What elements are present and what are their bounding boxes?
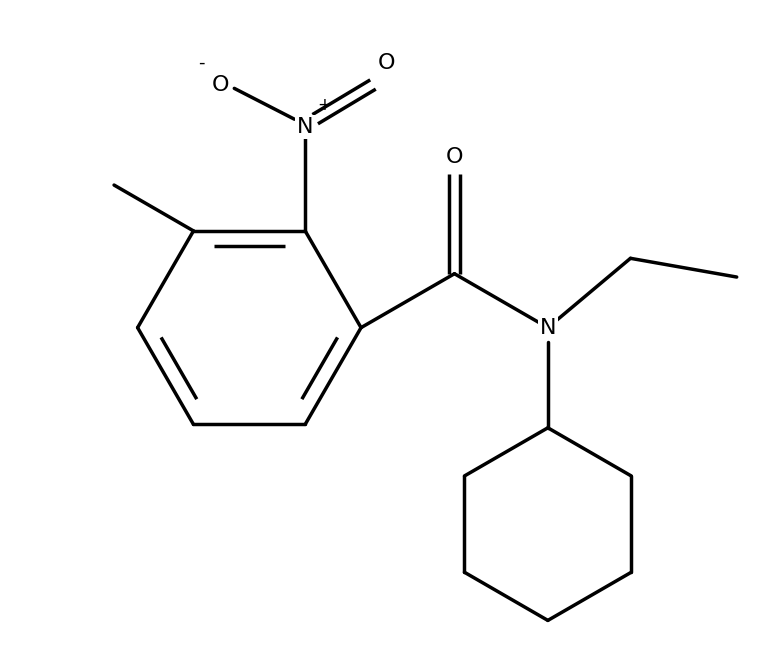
- Text: O: O: [377, 53, 395, 73]
- Text: +: +: [317, 96, 331, 114]
- Text: -: -: [198, 54, 204, 72]
- Text: O: O: [212, 74, 229, 95]
- Text: O: O: [445, 147, 463, 166]
- Text: N: N: [297, 117, 314, 137]
- Text: N: N: [539, 318, 556, 337]
